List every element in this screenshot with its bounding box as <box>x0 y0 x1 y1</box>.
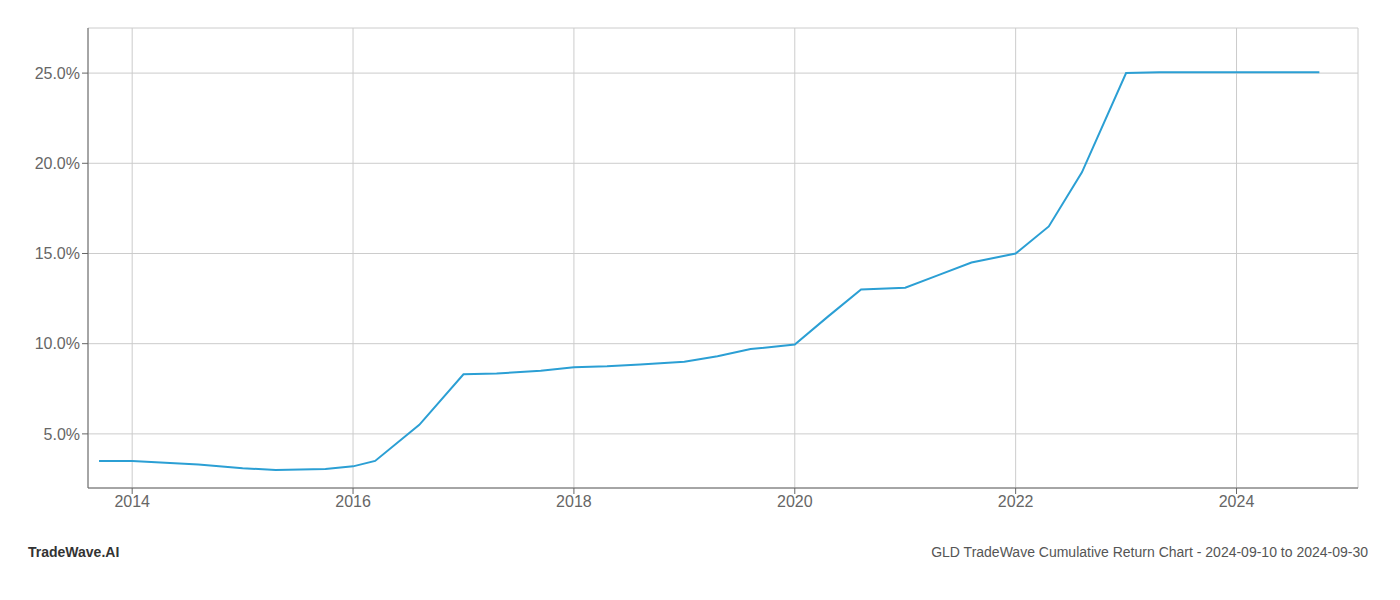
svg-text:25.0%: 25.0% <box>35 65 80 82</box>
svg-text:2022: 2022 <box>998 493 1034 510</box>
svg-text:2024: 2024 <box>1219 493 1255 510</box>
svg-text:2020: 2020 <box>777 493 813 510</box>
svg-text:2014: 2014 <box>114 493 150 510</box>
svg-text:10.0%: 10.0% <box>35 335 80 352</box>
svg-text:20.0%: 20.0% <box>35 155 80 172</box>
svg-text:2018: 2018 <box>556 493 592 510</box>
html-text:TradeWave.AI: TradeWave.AI <box>28 544 120 560</box>
svg-text:15.0%: 15.0% <box>35 245 80 262</box>
svg-text:2016: 2016 <box>335 493 371 510</box>
svg-text:5.0%: 5.0% <box>44 426 80 443</box>
html-text:GLD TradeWave Cumulative Retur: GLD TradeWave Cumulative Return Chart - … <box>931 544 1368 560</box>
